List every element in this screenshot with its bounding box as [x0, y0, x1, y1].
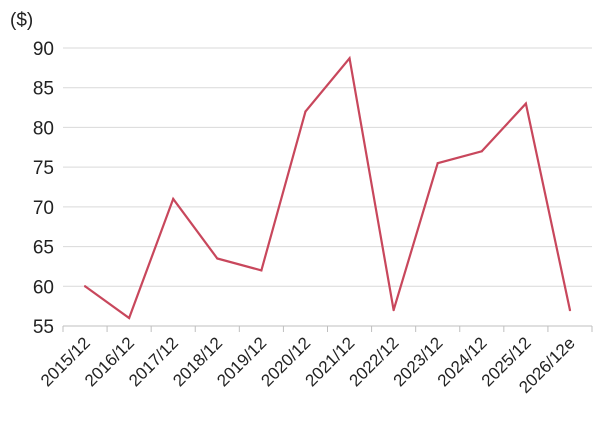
- data-point: [304, 110, 307, 113]
- data-point: [172, 197, 175, 201]
- y-tick-label: 75: [33, 158, 54, 179]
- data-point: [568, 309, 572, 312]
- series-lines: [83, 55, 572, 320]
- y-tick-label: 55: [33, 317, 54, 338]
- data-point: [524, 102, 527, 105]
- data-point: [480, 150, 483, 153]
- data-point: [436, 162, 439, 165]
- y-tick-label: 60: [33, 277, 54, 298]
- data-point: [128, 316, 131, 320]
- y-axis-ticks: 55 60 65 70 75 80 85 90: [33, 39, 54, 338]
- y-tick-label: 80: [33, 118, 54, 139]
- y-tick-label: 65: [33, 238, 54, 259]
- y-tick-label: 90: [33, 39, 54, 60]
- y-tick-label: 85: [33, 79, 54, 100]
- data-point: [83, 285, 87, 288]
- x-axis-ticks: 2015/122016/122017/122018/122019/122020/…: [37, 333, 579, 397]
- data-point: [260, 269, 263, 272]
- axes: [62, 325, 593, 332]
- y-axis-unit-label: ($): [10, 10, 33, 31]
- data-point: [216, 257, 219, 260]
- gridlines: [63, 47, 592, 287]
- data-point: [348, 57, 351, 60]
- series-line-0: [84, 55, 572, 320]
- data-point: [392, 309, 395, 312]
- y-tick-label: 70: [33, 198, 54, 219]
